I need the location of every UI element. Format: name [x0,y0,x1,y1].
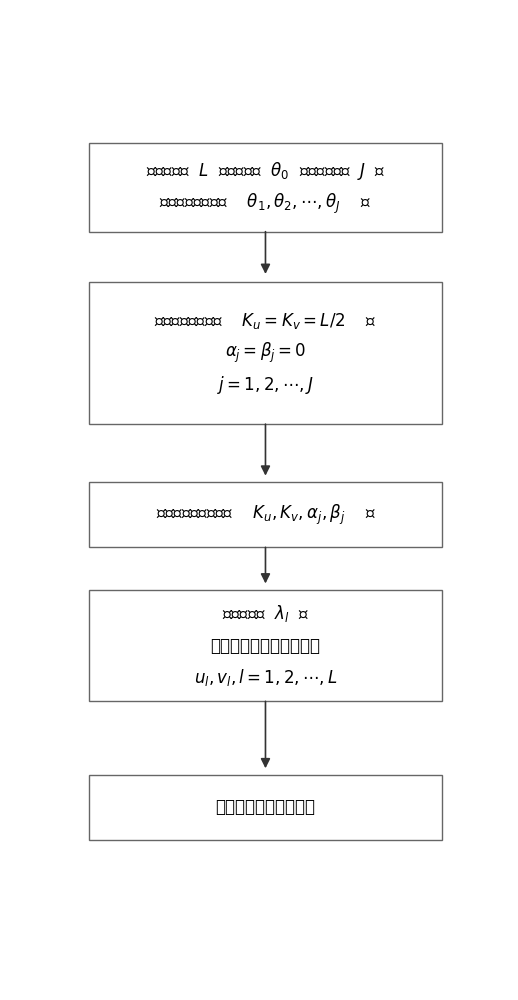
Text: 干扰信号到达方向    $\theta_1,\theta_2,\cdots,\theta_J$    ；: 干扰信号到达方向 $\theta_1,\theta_2,\cdots,\thet… [160,191,371,216]
Bar [89,143,442,232]
Text: $j = 1,2,\cdots,J$: $j = 1,2,\cdots,J$ [217,374,314,396]
Text: 计算权值并多波束加权: 计算权值并多波束加权 [215,798,315,816]
Text: 拟牛顿法求解未知量    $K_u,K_v,\alpha_j,\beta_j$    ；: 拟牛顿法求解未知量 $K_u,K_v,\alpha_j,\beta_j$ ； [155,503,376,527]
Text: $u_l,v_l,l = 1,2,\cdots,L$: $u_l,v_l,l = 1,2,\cdots,L$ [194,667,337,688]
Text: $\alpha_j = \beta_j = 0$: $\alpha_j = \beta_j = 0$ [225,341,306,365]
Text: 未知参数初始化：    $K_u = K_v = L/2$    ；: 未知参数初始化： $K_u = K_v = L/2$ ； [154,311,377,331]
Text: 计算出向量  $\lambda_l$  和: 计算出向量 $\lambda_l$ 和 [222,603,309,624]
Bar [89,482,442,547]
Text: 复加权系数的实部和虚部: 复加权系数的实部和虚部 [210,637,321,655]
Bar [89,590,442,701]
Bar [89,282,442,424]
Text: 天线行数目  $L$  ，主瓣方向  $\theta_0$  ，干扰源个数  $J$  ，: 天线行数目 $L$ ，主瓣方向 $\theta_0$ ，干扰源个数 $J$ ， [146,160,385,182]
Bar [89,774,442,840]
